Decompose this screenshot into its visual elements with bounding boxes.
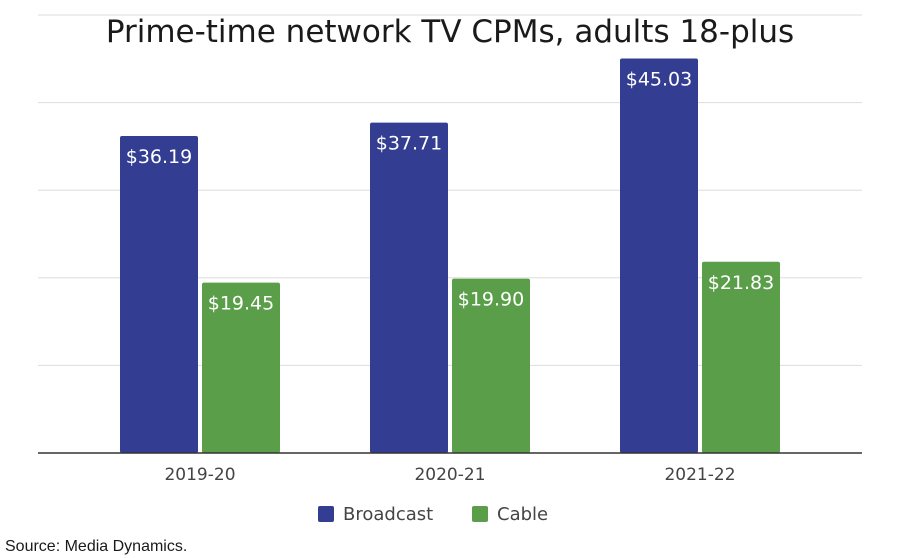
bar-cable-2021-22: [702, 261, 780, 453]
data-label-broadcast-2020-21: $37.71: [376, 133, 442, 155]
data-label-cable-2021-22: $21.83: [708, 272, 774, 294]
data-label-broadcast-2019-20: $36.19: [126, 146, 192, 168]
x-axis-ticks: 2019-20 2020-21 2021-22: [164, 465, 735, 485]
legend-swatch-broadcast: [318, 506, 334, 522]
x-tick-label-2020-21: 2020-21: [414, 465, 485, 485]
legend-label-cable: Cable: [497, 504, 548, 525]
legend-label-broadcast: Broadcast: [343, 504, 433, 525]
data-label-cable-2019-20: $19.45: [208, 293, 274, 315]
bars: $36.19 $19.45 $37.71 $19.90 $45.03 $21.83: [120, 58, 780, 454]
data-label-broadcast-2021-22: $45.03: [626, 69, 692, 91]
source-note: Source: Media Dynamics.: [5, 538, 187, 555]
x-tick-label-2019-20: 2019-20: [164, 465, 235, 485]
bar-cable-2020-21: [452, 278, 530, 453]
legend: Broadcast Cable: [318, 504, 548, 525]
bar-cable-2019-20: [202, 282, 280, 453]
bar-broadcast-2019-20: [120, 135, 198, 454]
bar-broadcast-2020-21: [370, 122, 448, 453]
chart-title: Prime-time network TV CPMs, adults 18-pl…: [106, 14, 794, 50]
bar-broadcast-2021-22: [620, 58, 698, 453]
data-label-cable-2020-21: $19.90: [458, 289, 524, 311]
x-tick-label-2021-22: 2021-22: [664, 465, 735, 485]
legend-swatch-cable: [472, 506, 488, 522]
